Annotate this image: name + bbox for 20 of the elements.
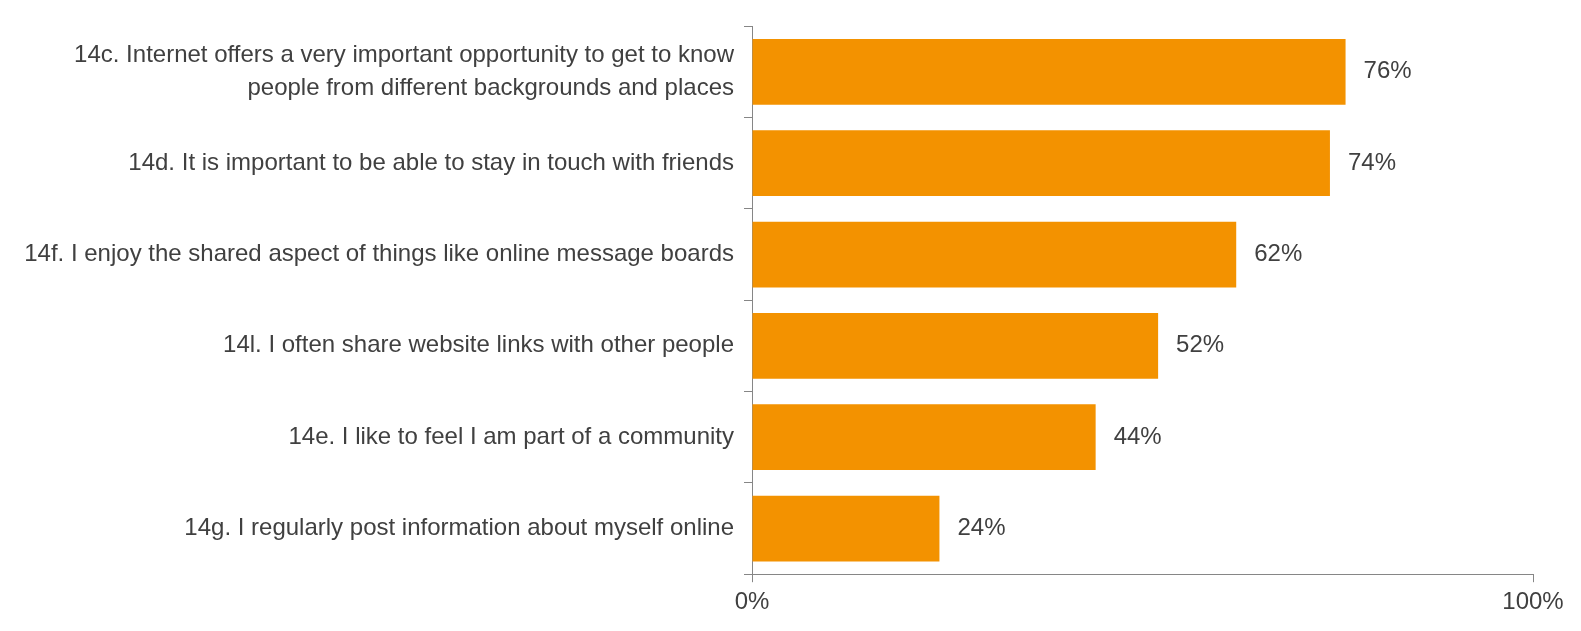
y-tick-label: 14d. It is important to be able to stay in touch with friends [128,147,734,175]
data-label: 74% [1347,147,1396,175]
data-label: 52% [1176,330,1225,358]
y-tick-label: 14g. I regularly post information about myself online [184,513,734,541]
y-tick-label: 14f. I enjoy the shared aspect of things like online message boards [24,239,734,267]
data-label: 62% [1254,239,1303,267]
y-tick-label: 14l. I often share website links with other people [223,330,734,358]
bar [752,38,1346,105]
y-tick-label: 14e. I like to feel I am part of a community [288,421,734,449]
bar [752,404,1096,471]
bar [752,312,1159,379]
data-label: 24% [957,513,1006,541]
bar [752,221,1237,288]
bar [752,495,940,562]
x-tick-label: 0% [734,587,770,615]
x-tick-label: 100% [1502,587,1564,615]
data-label: 76% [1363,56,1412,84]
data-label: 44% [1113,421,1162,449]
bar [752,130,1330,197]
y-tick-label: 14c. Internet offers a very important opportunity to get to know people from different backgrounds and places [74,40,735,100]
